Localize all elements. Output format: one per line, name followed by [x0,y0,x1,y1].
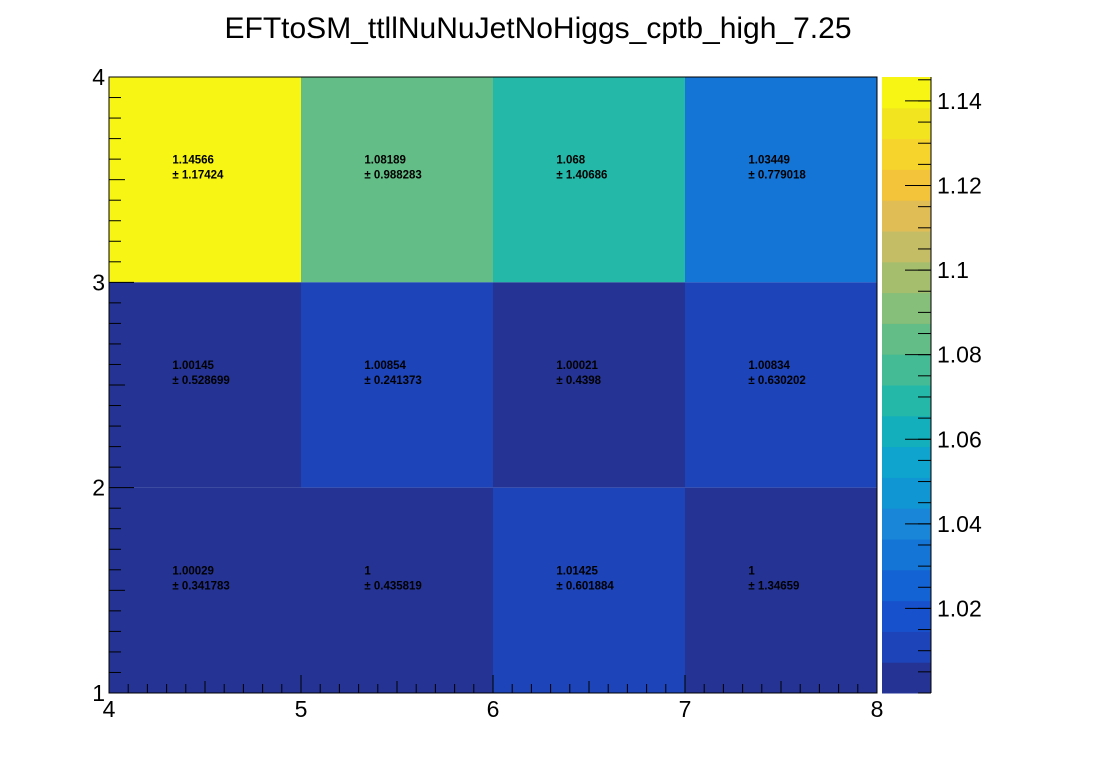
colorbar-band [882,200,931,232]
x-tick-label: 7 [679,696,692,722]
heatmap-cell [685,77,877,283]
cell-value-label: 1.00021 [556,360,598,372]
colorbar-band [882,261,931,294]
cell-error-label: ± 0.988283 [364,170,421,182]
colorbar-band [882,323,931,355]
y-tick-label: 4 [92,64,105,90]
cell-error-label: ± 0.341783 [172,580,229,592]
cell-error-label: ± 0.601884 [556,580,614,592]
cell-error-label: ± 1.34659 [748,580,799,592]
heatmap-cell [493,487,685,693]
cell-error-label: ± 0.435819 [364,580,421,592]
colorbar-band [882,539,931,571]
colorbar-band [882,569,931,602]
cell-error-label: ± 0.528699 [172,375,229,387]
colorbar-band [882,354,931,386]
heatmap-cell [301,487,493,693]
colorbar-band [882,477,931,509]
cell-value-label: 1 [748,565,755,577]
cell-error-label: ± 0.779018 [748,170,806,182]
heatmap-cell [493,77,685,283]
heatmap-cell [301,77,493,283]
colorbar-tick-label: 1.08 [937,342,982,368]
colorbar-tick-label: 1.04 [937,511,982,537]
cell-value-label: 1.00854 [364,360,406,372]
heatmap-cell [109,487,301,693]
colorbar-tick-label: 1.1 [937,257,969,283]
cell-value-label: 1.00834 [748,360,790,372]
heatmap-cell [109,282,301,488]
cell-value-label: 1.00029 [172,565,214,577]
colorbar-band [882,385,931,417]
cell-error-label: ± 0.4398 [556,375,601,387]
cell-value-label: 1 [364,565,371,577]
colorbar-band [882,107,931,140]
x-tick-label: 6 [487,696,500,722]
colorbar-band [882,662,931,694]
y-tick-label: 1 [92,680,105,706]
cell-value-label: 1.068 [556,155,585,167]
colorbar-tick-label: 1.06 [937,426,982,452]
heatmap-cells [109,77,877,693]
colorbar-band [882,415,931,448]
heatmap-cell [109,77,301,283]
y-tick-label: 3 [92,269,105,295]
cell-error-label: ± 1.40686 [556,170,607,182]
heatmap-cell [685,487,877,693]
cell-value-label: 1.03449 [748,155,790,167]
chart-title: EFTtoSM_ttllNuNuJetNoHiggs_cptb_high_7.2… [225,12,852,45]
heatmap-cell [685,282,877,488]
colorbar-band [882,600,931,632]
cell-error-label: ± 0.241373 [364,375,421,387]
colorbar-band [882,77,931,109]
cell-value-label: 1.14566 [172,155,214,167]
colorbar-band [882,231,931,263]
colorbar-band [882,446,931,478]
cell-labels: 1.14566 ± 1.17424 1.08189 ± 0.988283 1.068 ± … [172,155,806,593]
colorbar-tick-label: 1.02 [937,595,982,621]
colorbar-band [882,292,931,324]
colorbar-tick-label: 1.14 [937,88,982,114]
cell-error-label: ± 1.17424 [172,170,224,182]
cell-error-label: ± 0.630202 [748,375,805,387]
cell-value-label: 1.08189 [364,155,406,167]
heatmap-cell [301,282,493,488]
heatmap-cell [493,282,685,488]
axes: 4 5 6 7 8 1 2 3 4 [92,64,883,722]
colorbar: 1.02 1.04 1.06 1.08 1.1 1.12 1.14 [882,77,982,694]
colorbar-tick-label: 1.12 [937,173,982,199]
x-tick-label: 4 [103,696,116,722]
x-tick-label: 8 [871,696,884,722]
y-tick-label: 2 [92,475,105,501]
cell-value-label: 1.01425 [556,565,598,577]
colorbar-band [882,631,931,663]
cell-value-label: 1.00145 [172,360,214,372]
x-tick-label: 5 [295,696,308,722]
